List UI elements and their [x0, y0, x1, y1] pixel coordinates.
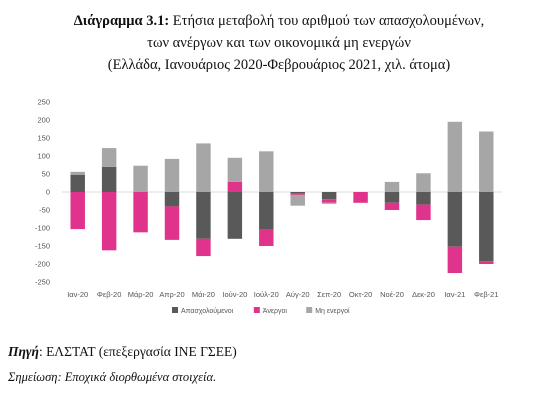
bar-segment [164, 192, 180, 207]
y-tick-label: 50 [42, 170, 50, 179]
bar-segment [416, 204, 431, 221]
bar-segment [259, 151, 274, 192]
bar-segment [416, 173, 431, 192]
bar-segment [353, 192, 368, 203]
source-note: Πηγή: ΕΛΣΤΑΤ (επεξεργασία ΙΝΕ ΓΣΕΕ) [8, 344, 237, 360]
x-tick-label: Μάι-20 [192, 290, 215, 299]
bar-segment [101, 148, 117, 167]
y-tick-label: -250 [35, 278, 50, 287]
bar-segment [259, 192, 274, 230]
bar-segment [70, 171, 85, 175]
x-tick-label: Ιούν-20 [222, 290, 247, 299]
bar-segment [164, 158, 180, 192]
bar-segment [227, 192, 243, 239]
y-tick-label: 250 [37, 98, 50, 107]
legend-label: Άνεργοι [263, 308, 288, 315]
chart-subtitle: (Ελλάδα, Ιανουάριος 2020-Φεβρουάριος 202… [107, 57, 451, 73]
bar-segment [133, 165, 148, 192]
bar-segment [196, 143, 211, 192]
x-tick-label: Φεβ-20 [97, 290, 121, 299]
bar-segment [227, 181, 243, 192]
bar-segment [196, 192, 211, 239]
x-tick-label: Ιαν-20 [67, 290, 88, 299]
x-tick-label: Δεκ-20 [412, 290, 435, 299]
x-tick-label: Νοέ-20 [380, 290, 404, 299]
chart-title-lead: Διάγραμμα 3.1: [73, 13, 170, 29]
y-tick-label: 100 [37, 152, 50, 161]
bar-segment [259, 229, 274, 246]
y-tick-label: 200 [37, 116, 50, 125]
legend-label: Μη ενεργοί [315, 307, 350, 315]
bar-segment [227, 157, 243, 182]
bar-segment [196, 238, 211, 257]
x-tick-label: Οκτ-20 [349, 290, 372, 299]
bar-segment [479, 131, 494, 192]
bar-segment [321, 199, 337, 203]
bar-segment [447, 121, 463, 192]
bar-segment [321, 192, 337, 200]
y-tick-label: -100 [35, 224, 50, 233]
bar-segment [101, 166, 117, 192]
bar-segment [133, 192, 148, 233]
bar-chart: 250 200 150 100 50 0 -50 -100 -150 -200 -250 Ιαν-20… [35, 98, 502, 315]
y-tick-label: -150 [35, 242, 50, 251]
x-tick-label: Σεπ-20 [317, 290, 341, 299]
bar-segment [70, 192, 85, 230]
y-tick-label: 0 [46, 188, 50, 197]
source-label: Πηγή [8, 344, 39, 359]
bar-segment [447, 192, 463, 247]
legend-swatch [172, 307, 178, 313]
bar-segment [479, 261, 494, 264]
x-tick-label: Ιούλ-20 [254, 290, 279, 299]
x-tick-label: Μάρ-20 [128, 290, 154, 299]
bar-segment [384, 202, 400, 210]
y-tick-label: -50 [39, 206, 50, 215]
x-tick-label: Απρ-20 [159, 290, 184, 299]
legend-swatch [306, 307, 313, 313]
bar-segment [290, 193, 305, 195]
y-tick-label: -200 [35, 260, 50, 269]
source-text: : ΕΛΣΤΑΤ (επεξεργασία ΙΝΕ ΓΣΕΕ) [38, 344, 237, 359]
bar-segment [384, 192, 400, 203]
chart-title-line2: των ανέργων και των οικονομικά μη ενεργώ… [147, 35, 411, 51]
legend-swatch [253, 307, 260, 313]
x-tick-label: Αύγ-20 [286, 290, 310, 299]
chart-title-line1: Ετήσια μεταβολή του αριθμού των απασχολο… [172, 13, 485, 29]
bar-segment [101, 192, 117, 251]
bar-segment [447, 246, 463, 273]
x-tick-label: Ιαν-21 [444, 290, 465, 299]
bar-segment [321, 202, 337, 204]
bar-segment [290, 192, 305, 194]
y-tick-label: 150 [37, 134, 50, 143]
bar-segment [164, 206, 180, 240]
legend-label: Απασχολούμενοι [181, 307, 234, 315]
footnote: Σημείωση: Εποχικά διορθωμένα στοιχεία. [8, 370, 217, 384]
bar-segment [70, 174, 85, 192]
x-tick-label: Φεβ-21 [474, 290, 498, 299]
bar-segment [290, 194, 305, 206]
bar-segment [416, 192, 431, 205]
chart-title: Διάγραμμα 3.1: Ετήσια μεταβολή του αριθμ… [0, 10, 558, 76]
bar-segment [479, 192, 494, 262]
bar-segment [384, 181, 400, 192]
